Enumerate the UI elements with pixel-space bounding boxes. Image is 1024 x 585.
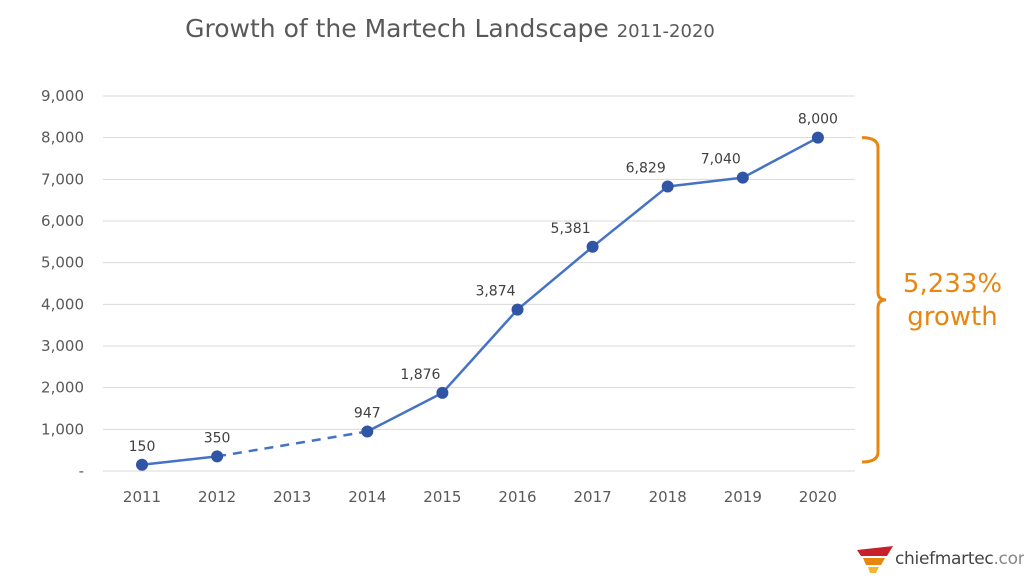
data-point — [736, 171, 749, 184]
logo-name: chiefmartec — [895, 549, 994, 569]
data-point — [361, 425, 374, 438]
growth-bracket — [861, 136, 887, 464]
y-tick-label: 5,000 — [41, 254, 84, 272]
growth-percent: 5,233% — [902, 269, 1003, 299]
series-segment — [441, 308, 519, 394]
data-point — [436, 386, 449, 399]
data-label: 5,381 — [551, 221, 591, 237]
data-point — [661, 180, 674, 193]
growth-label: growth — [907, 302, 998, 332]
series-segment — [366, 391, 443, 433]
series-segment — [667, 176, 743, 188]
data-label: 350 — [204, 430, 231, 446]
growth-annotation: 5,233% growth — [890, 268, 1015, 334]
y-tick-label: 8,000 — [41, 129, 84, 147]
x-tick-label: 2017 — [574, 488, 612, 506]
data-label: 150 — [129, 439, 156, 455]
y-tick-label: 4,000 — [41, 295, 84, 313]
x-tick-label: 2016 — [498, 488, 536, 506]
y-tick-label: - — [79, 462, 84, 480]
subtitle-text: 2011-2020 — [616, 21, 715, 42]
data-label: 947 — [354, 406, 381, 422]
x-tick-label: 2014 — [348, 488, 386, 506]
y-tick-label: 3,000 — [41, 337, 84, 355]
x-tick-label: 2018 — [649, 488, 687, 506]
y-tick-label: 9,000 — [41, 87, 84, 105]
x-tick-label: 2012 — [198, 488, 236, 506]
series-segment — [591, 185, 669, 248]
data-label: 8,000 — [798, 112, 838, 128]
chart-title: Growth of the Martech Landscape 2011-202… — [0, 14, 900, 43]
logo-icon — [857, 546, 893, 573]
x-tick-label: 2015 — [423, 488, 461, 506]
y-tick-label: 7,000 — [41, 170, 84, 188]
series-segment — [516, 245, 594, 311]
x-tick-label: 2013 — [273, 488, 311, 506]
data-point — [211, 450, 224, 463]
logo-suffix: .com — [993, 549, 1024, 569]
title-text: Growth of the Martech Landscape — [185, 14, 609, 43]
series-segment — [216, 430, 368, 458]
data-point — [511, 303, 524, 316]
chiefmartec-logo: chiefmartec.com — [855, 544, 1024, 574]
data-label: 6,829 — [626, 160, 666, 176]
data-point — [811, 131, 824, 144]
y-tick-label: 6,000 — [41, 212, 84, 230]
data-label: 1,876 — [400, 367, 440, 383]
data-point — [136, 458, 148, 471]
data-point — [586, 240, 599, 253]
data-label: 7,040 — [701, 152, 741, 168]
y-tick-label: 1,000 — [41, 420, 84, 438]
x-tick-label: 2020 — [799, 488, 837, 506]
data-label: 3,874 — [475, 284, 515, 300]
series-segment — [742, 136, 819, 179]
series-segment — [141, 455, 218, 466]
x-tick-label: 2019 — [724, 488, 762, 506]
y-tick-label: 2,000 — [41, 379, 84, 397]
x-tick-label: 2011 — [123, 488, 161, 506]
